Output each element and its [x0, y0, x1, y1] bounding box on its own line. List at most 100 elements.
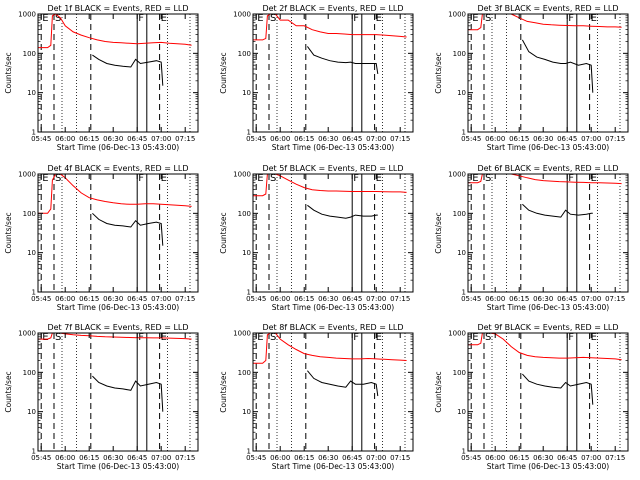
marker-label: F	[568, 332, 574, 343]
x-tick-label: 06:30	[318, 454, 338, 462]
marker-label: S	[270, 332, 276, 343]
x-tick-label: 06:00	[485, 454, 505, 462]
marker-label: E	[257, 173, 263, 184]
events-series-line	[306, 46, 379, 74]
marker-label: E	[472, 13, 478, 24]
y-tick-label: 10	[242, 408, 251, 416]
x-tick-label: 06:30	[533, 454, 553, 462]
events-series-line	[92, 212, 164, 246]
chart-title: Det 4f BLACK = Events, RED = LLD	[47, 164, 188, 173]
marker-label: S	[485, 173, 491, 184]
marker-label: S	[55, 13, 61, 24]
y-tick-label: 1000	[448, 330, 466, 338]
events-series-line	[307, 370, 379, 397]
y-tick-label: 1000	[233, 171, 251, 179]
x-tick-label: 07:00	[151, 295, 171, 303]
y-axis-label: Counts/sec	[434, 212, 443, 253]
y-tick-label: 100	[453, 210, 466, 218]
x-tick-label: 07:15	[390, 295, 410, 303]
x-tick-label: 06:15	[79, 135, 99, 143]
x-tick-label: 06:00	[55, 454, 75, 462]
plot-frame	[37, 173, 199, 293]
chart-title: Det 6f BLACK = Events, RED = LLD	[477, 164, 618, 173]
y-tick-label: 100	[238, 210, 251, 218]
marker-label: S	[485, 13, 491, 24]
plot-frame	[252, 13, 414, 133]
chart-title: Det 8f BLACK = Events, RED = LLD	[262, 323, 403, 332]
plot-frame	[252, 173, 414, 293]
marker-label: S	[55, 332, 61, 343]
x-tick-label: 06:45	[127, 135, 147, 143]
x-axis-label: Start Time (06-Dec-13 05:43:00)	[272, 143, 394, 152]
lld-series-line	[38, 173, 192, 214]
x-tick-label: 06:15	[509, 135, 529, 143]
x-tick-label: 05:45	[461, 295, 481, 303]
x-tick-label: 06:30	[533, 295, 553, 303]
marker-label: E	[42, 332, 48, 343]
marker-label: F	[138, 13, 144, 24]
y-tick-label: 10	[27, 89, 36, 97]
marker-label: E	[161, 13, 167, 24]
y-tick-label: 10	[27, 408, 36, 416]
x-tick-label: 06:00	[55, 135, 75, 143]
x-tick-label: 06:15	[294, 295, 314, 303]
plot-frame	[467, 173, 629, 293]
x-tick-label: 05:45	[246, 454, 266, 462]
chart-title: Det 9f BLACK = Events, RED = LLD	[477, 323, 618, 332]
x-tick-label: 06:45	[557, 454, 577, 462]
plot-frame	[37, 13, 199, 133]
x-tick-label: 07:00	[366, 135, 386, 143]
marker-label: E	[42, 173, 48, 184]
x-tick-label: 05:45	[461, 454, 481, 462]
x-tick-label: 06:45	[342, 454, 362, 462]
events-series-line	[522, 373, 594, 405]
x-axis-label: Start Time (06-Dec-13 05:43:00)	[57, 462, 179, 471]
marker-label: E	[472, 332, 478, 343]
marker-label: S	[55, 173, 61, 184]
y-axis-label: Counts/sec	[219, 212, 228, 253]
x-tick-label: 06:30	[318, 135, 338, 143]
x-tick-label: 06:30	[103, 454, 123, 462]
y-tick-label: 1	[462, 289, 466, 297]
marker-label: S	[270, 173, 276, 184]
x-tick-label: 07:00	[366, 295, 386, 303]
chart-title: Det 5f BLACK = Events, RED = LLD	[262, 164, 403, 173]
x-tick-label: 07:15	[605, 295, 625, 303]
y-tick-label: 1	[247, 448, 251, 456]
x-axis-label: Start Time (06-Dec-13 05:43:00)	[57, 303, 179, 312]
x-tick-label: 07:15	[175, 454, 195, 462]
x-tick-label: 07:15	[390, 135, 410, 143]
marker-label: S	[485, 332, 491, 343]
x-tick-label: 06:15	[509, 454, 529, 462]
y-tick-label: 1	[32, 289, 36, 297]
y-tick-label: 1000	[18, 330, 36, 338]
x-tick-label: 06:30	[103, 295, 123, 303]
x-tick-label: 07:15	[605, 454, 625, 462]
x-tick-label: 06:30	[103, 135, 123, 143]
lld-series-line	[253, 13, 407, 41]
plot-frame	[252, 332, 414, 452]
y-tick-label: 1	[247, 289, 251, 297]
y-tick-label: 10	[457, 249, 466, 257]
x-axis-label: Start Time (06-Dec-13 05:43:00)	[487, 143, 609, 152]
x-tick-label: 07:00	[581, 295, 601, 303]
marker-label: F	[353, 13, 359, 24]
x-tick-label: 07:00	[151, 454, 171, 462]
x-tick-label: 06:45	[127, 454, 147, 462]
y-tick-label: 10	[27, 249, 36, 257]
y-tick-label: 10	[242, 89, 251, 97]
y-tick-label: 1000	[18, 11, 36, 19]
x-tick-label: 06:30	[318, 295, 338, 303]
events-series-line	[92, 375, 164, 412]
x-tick-label: 06:45	[557, 135, 577, 143]
x-tick-label: 05:45	[31, 135, 51, 143]
x-tick-label: 06:15	[294, 135, 314, 143]
x-tick-label: 06:30	[533, 135, 553, 143]
x-tick-label: 07:00	[366, 454, 386, 462]
y-tick-label: 1000	[448, 171, 466, 179]
events-series-line	[522, 203, 593, 218]
y-tick-label: 1	[462, 448, 466, 456]
